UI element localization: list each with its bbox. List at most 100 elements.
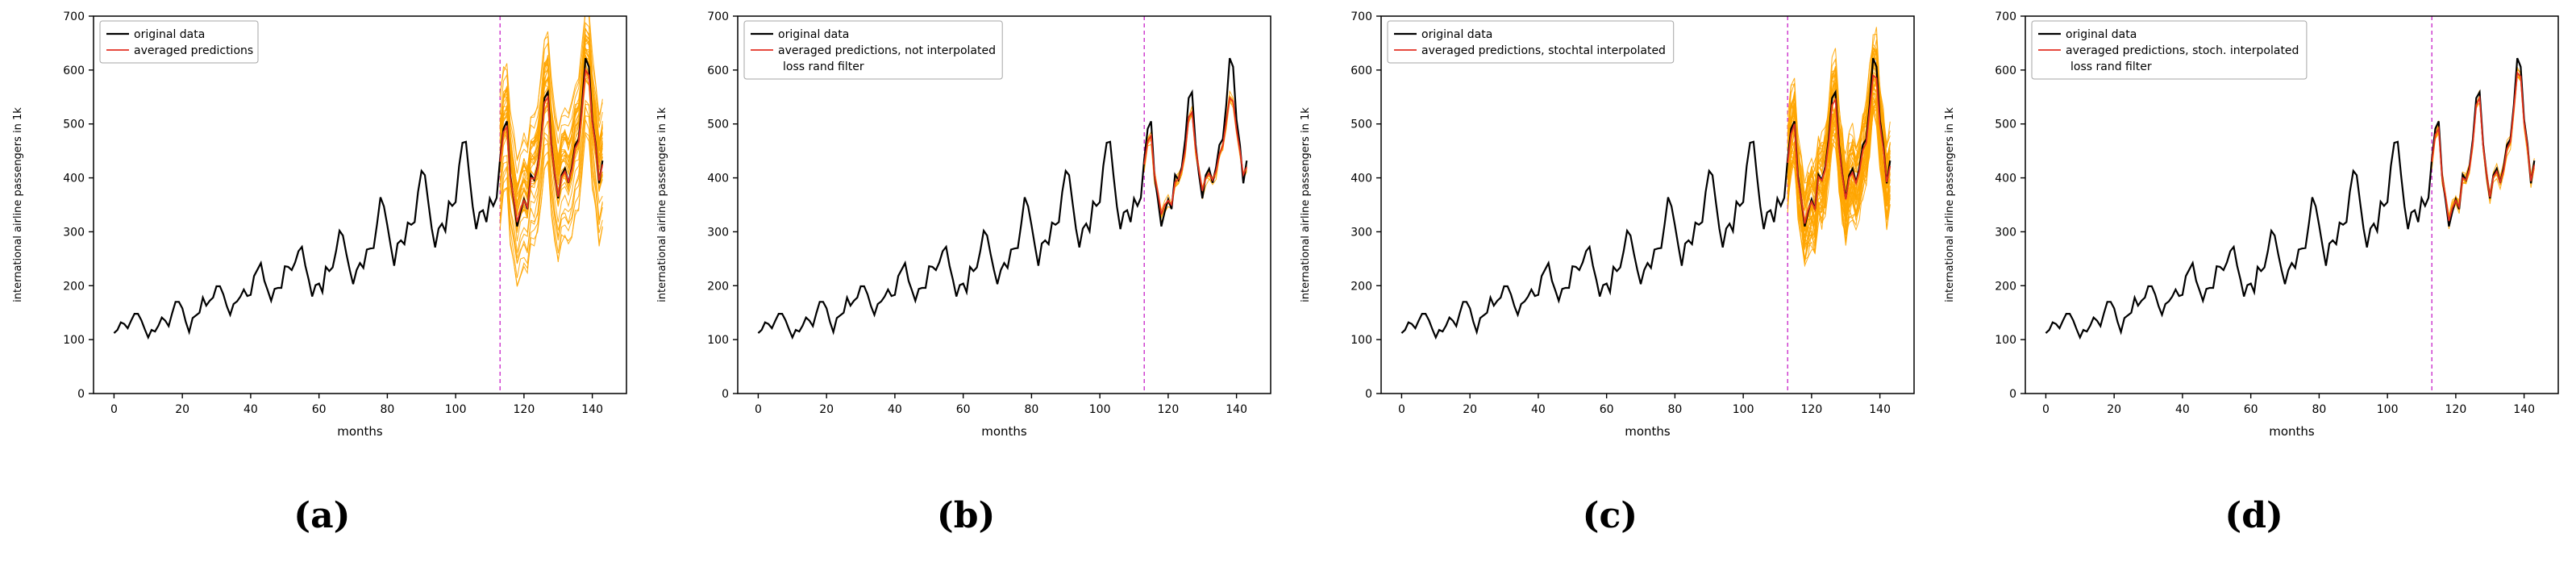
x-tick-label: 120 (1801, 403, 1823, 416)
y-tick-label: 200 (1351, 280, 1373, 293)
x-tick-label: 20 (2107, 403, 2121, 416)
plot-area (1401, 16, 1891, 394)
x-tick-label: 100 (1088, 403, 1110, 416)
x-tick-label: 140 (1870, 403, 1891, 416)
y-tick-label: 400 (63, 173, 85, 185)
x-tick-label: 60 (312, 403, 327, 416)
x-axis-label: months (2269, 424, 2315, 439)
y-tick-label: 600 (1995, 65, 2016, 77)
averaged-prediction-line (1787, 73, 1891, 224)
x-tick-label: 40 (2175, 403, 2190, 416)
x-tick-label: 0 (1398, 403, 1405, 416)
x-tick-label: 40 (1531, 403, 1546, 416)
legend: original data averaged predictions, stoch… (2031, 20, 2308, 80)
x-tick-label: 40 (243, 403, 258, 416)
y-tick-label: 400 (1995, 173, 2016, 185)
legend: original data averaged predictions (99, 20, 259, 64)
y-tick-label: 100 (63, 334, 85, 347)
averaged-prediction-line (2431, 71, 2536, 222)
x-tick-label: 20 (1463, 403, 1478, 416)
y-tick-label: 700 (1995, 10, 2016, 23)
x-tick-label: 140 (581, 403, 603, 416)
y-tick-label: 200 (1995, 280, 2016, 293)
x-tick-label: 100 (2377, 403, 2399, 416)
chart-canvas-d: 0 20 40 60 80 100 120 140 0 100 200 300 400 500 600 700… (1932, 0, 2576, 460)
averaged-prediction-line (499, 68, 604, 223)
y-axis-label: international airline passengers in 1k (1944, 107, 1956, 302)
y-tick-label: 500 (1995, 119, 2016, 131)
x-tick-label: 80 (380, 403, 394, 416)
averaged-prediction-line (1142, 96, 1247, 215)
y-tick-label: 300 (1351, 226, 1373, 239)
legend-box (99, 20, 259, 64)
original-data-line (757, 57, 1248, 340)
ensemble-line (499, 22, 603, 174)
x-tick-label: 80 (2312, 403, 2327, 416)
ensemble-line (1787, 106, 1891, 262)
x-tick-label: 80 (1024, 403, 1038, 416)
x-axis-label: months (981, 424, 1027, 439)
panel-b: 0 20 40 60 80 100 120 140 0 100 200 300 400 500 600 700… (643, 0, 1288, 579)
y-tick-label: 400 (707, 173, 729, 185)
y-tick-label: 700 (63, 10, 85, 23)
plot-border (2025, 15, 2559, 394)
y-tick-label: 500 (707, 119, 729, 131)
y-axis-label: international airline passengers in 1k (656, 107, 668, 302)
legend-entry-label: original data (1421, 28, 1492, 41)
x-tick-label: 0 (2042, 403, 2050, 416)
panel-a: 0 20 40 60 80 100 120 140 0 100 200 300 400 500 600 700… (0, 0, 644, 579)
y-tick-label: 0 (77, 388, 85, 401)
y-tick-label: 300 (707, 226, 729, 239)
y-tick-label: 500 (63, 119, 85, 131)
y-tick-label: 100 (707, 334, 729, 347)
chart-canvas-c: 0 20 40 60 80 100 120 140 0 100 200 300 400 500 600 700… (1288, 0, 1933, 460)
x-tick-label: 60 (1600, 403, 1614, 416)
panel-d: 0 20 40 60 80 100 120 140 0 100 200 300 400 500 600 700… (1932, 0, 2576, 579)
ensemble-line (499, 79, 603, 242)
y-tick-label: 400 (1351, 173, 1373, 185)
x-axis-label: months (1625, 424, 1671, 439)
plot-border (1380, 15, 1916, 394)
legend-box (2031, 20, 2308, 80)
axes: 0 20 40 60 80 100 120 140 0 100 200 300 400 500 600 700… (12, 10, 603, 439)
y-tick-label: 200 (707, 280, 729, 293)
y-axis-label: international airline passengers in 1k (12, 107, 24, 302)
y-tick-label: 100 (1351, 334, 1373, 347)
original-data-line (2045, 57, 2536, 340)
y-tick-label: 0 (1365, 388, 1372, 401)
x-tick-label: 0 (755, 403, 762, 416)
x-tick-label: 140 (2513, 403, 2535, 416)
y-tick-label: 0 (2009, 388, 2016, 401)
y-tick-label: 700 (1351, 10, 1373, 23)
axes: 0 20 40 60 80 100 120 140 0 100 200 300 400 500 600 700… (1300, 10, 1891, 439)
ensemble-line (499, 103, 603, 259)
x-tick-label: 40 (888, 403, 902, 416)
y-tick-label: 500 (1351, 119, 1373, 131)
y-tick-label: 600 (1351, 65, 1373, 77)
legend-entry-label: averaged predictions (134, 44, 253, 57)
plot-area (2045, 16, 2536, 394)
legend-entry-label: averaged predictions, stochtal interpola… (1421, 44, 1666, 57)
legend-box (743, 20, 1003, 80)
y-tick-label: 300 (1995, 226, 2016, 239)
original-data-line (113, 57, 604, 340)
x-tick-label: 20 (819, 403, 834, 416)
panel-label-d: (d) (2224, 495, 2283, 536)
x-axis-label: months (337, 424, 383, 439)
x-tick-label: 100 (1733, 403, 1754, 416)
plot-border (736, 15, 1271, 394)
y-tick-label: 600 (707, 65, 729, 77)
panel-c: 0 20 40 60 80 100 120 140 0 100 200 300 400 500 600 700… (1288, 0, 1933, 579)
ensemble-line (499, 132, 603, 287)
x-tick-label: 100 (445, 403, 467, 416)
legend-entry-label: averaged predictions, not interpolated (778, 44, 996, 57)
x-tick-label: 80 (1668, 403, 1683, 416)
plot-border (93, 15, 627, 394)
legend-entry-label: original data (2066, 28, 2137, 41)
ensemble-line (499, 16, 603, 161)
x-tick-label: 0 (110, 403, 118, 416)
y-tick-label: 600 (63, 65, 85, 77)
chart-canvas-b: 0 20 40 60 80 100 120 140 0 100 200 300 400 500 600 700… (643, 0, 1288, 460)
ensemble-line (499, 115, 603, 265)
x-tick-label: 60 (2244, 403, 2258, 416)
